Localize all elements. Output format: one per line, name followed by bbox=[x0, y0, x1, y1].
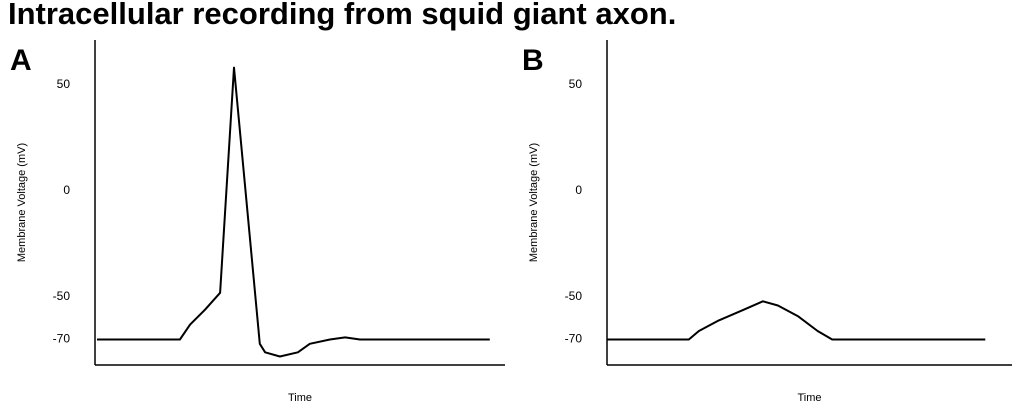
panel-label: B bbox=[522, 44, 544, 77]
x-axis-label: Time bbox=[288, 392, 312, 404]
y-tick-label: 0 bbox=[575, 183, 582, 197]
y-axis-label: Membrane Voltage (mV) bbox=[528, 143, 540, 262]
y-tick-label: 50 bbox=[569, 77, 583, 91]
voltage-trace bbox=[97, 66, 490, 358]
y-tick-label: 50 bbox=[57, 77, 71, 91]
voltage-trace bbox=[607, 300, 986, 341]
figure-title: Intracellular recording from squid giant… bbox=[8, 0, 676, 31]
panel-label: A bbox=[10, 44, 32, 77]
x-axis-label: Time bbox=[797, 392, 821, 404]
y-tick-label: -50 bbox=[565, 289, 583, 303]
y-axis-label: Membrane Voltage (mV) bbox=[16, 143, 28, 262]
y-tick-label: -50 bbox=[53, 289, 71, 303]
y-tick-label: -70 bbox=[53, 332, 71, 346]
y-tick-label: -70 bbox=[565, 332, 583, 346]
y-tick-label: 0 bbox=[63, 183, 70, 197]
